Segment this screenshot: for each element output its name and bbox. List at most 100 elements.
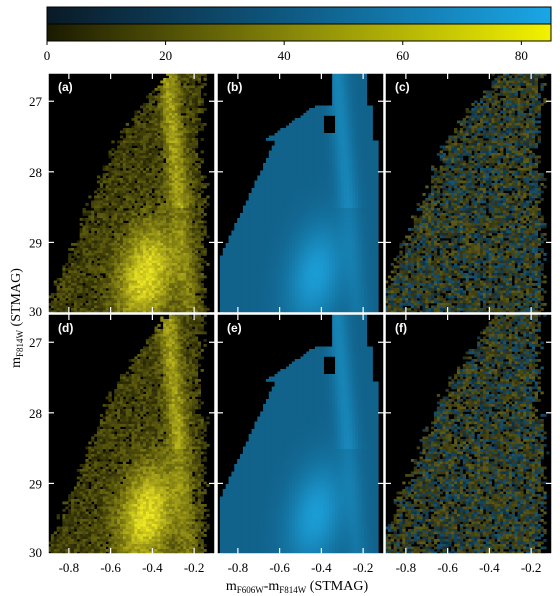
heatmap-cell — [309, 110, 313, 114]
heatmap-cell — [171, 228, 176, 231]
heatmap-cell — [160, 223, 164, 226]
heatmap-cell — [291, 190, 296, 194]
heatmap-cell — [183, 108, 187, 111]
heatmap-cell — [157, 235, 161, 239]
heatmap-cell — [177, 188, 181, 191]
heatmap-cell — [68, 260, 72, 264]
heatmap-cell — [274, 203, 278, 206]
heatmap-cell — [148, 298, 153, 301]
heatmap-cell — [191, 143, 196, 146]
heatmap-cell — [62, 310, 66, 314]
heatmap-cell — [337, 73, 342, 76]
heatmap-cell — [157, 98, 161, 101]
heatmap-cell — [263, 163, 267, 166]
heatmap-cell — [306, 160, 310, 164]
heatmap-cell — [166, 83, 170, 86]
heatmap-cell — [183, 273, 187, 276]
heatmap-cell — [306, 170, 310, 174]
heatmap-cell — [191, 125, 196, 129]
heatmap-cell — [140, 198, 144, 201]
heatmap-cell — [288, 143, 293, 146]
heatmap-cell — [151, 223, 155, 226]
heatmap-cell — [191, 300, 196, 304]
heatmap-cell — [355, 110, 359, 114]
heatmap-cell — [157, 140, 161, 144]
heatmap-cell — [85, 225, 89, 229]
heatmap-cell — [349, 135, 353, 139]
heatmap-cell — [314, 198, 319, 201]
heatmap-cell — [154, 308, 158, 311]
heatmap-cell — [183, 168, 187, 171]
heatmap-cell — [119, 288, 124, 291]
heatmap-cell — [352, 103, 356, 106]
heatmap-cell — [191, 288, 196, 291]
heatmap-cell — [140, 235, 144, 239]
heatmap-cell — [105, 280, 109, 284]
heatmap-cell — [134, 123, 138, 126]
heatmap-cell — [128, 253, 132, 256]
heatmap-cell — [154, 195, 158, 199]
heatmap-cell — [343, 173, 347, 176]
heatmap-cell — [197, 213, 201, 216]
heatmap-cell — [277, 170, 281, 174]
heatmap-cell — [191, 235, 196, 239]
heatmap-cell — [177, 308, 181, 311]
heatmap-cell — [119, 165, 124, 169]
heatmap-cell — [343, 200, 347, 204]
heatmap-cell — [122, 265, 127, 269]
heatmap-cell — [128, 158, 132, 161]
heatmap-cell — [111, 215, 115, 219]
heatmap-cell — [171, 93, 176, 96]
colorbar-ticks: 0 20 40 60 80 — [44, 41, 528, 63]
heatmap-cell — [88, 270, 92, 274]
heatmap-cell — [166, 108, 170, 111]
heatmap-cell — [140, 115, 144, 119]
heatmap-cell — [108, 283, 112, 286]
heatmap-cell — [59, 288, 63, 291]
heatmap-cell — [157, 213, 161, 216]
heatmap-cell — [329, 155, 333, 159]
heatmap-cell — [105, 300, 109, 304]
heatmap-cell — [102, 260, 106, 264]
heatmap-cell — [96, 240, 101, 244]
heatmap-cell — [183, 183, 187, 186]
heatmap-cell — [191, 155, 196, 159]
heatmap-cell — [168, 85, 173, 89]
heatmap-cell — [309, 138, 313, 141]
heatmap-cell — [349, 90, 353, 94]
heatmap-cell — [343, 80, 347, 84]
heatmap-cell — [280, 133, 284, 136]
heatmap-cell — [166, 263, 170, 266]
heatmap-cell — [96, 213, 101, 216]
heatmap-cell — [343, 140, 347, 144]
heatmap-cell — [194, 193, 199, 196]
heatmap-cell — [335, 173, 339, 176]
heatmap-cell — [137, 128, 141, 131]
heatmap-cell — [183, 310, 187, 314]
heatmap-cell — [314, 203, 319, 206]
heatmap-cell — [148, 123, 153, 126]
heatmap-cell — [99, 280, 104, 284]
heatmap-cell — [131, 168, 135, 171]
heatmap-cell — [355, 98, 359, 101]
heatmap-cell — [317, 128, 322, 131]
heatmap-cell — [134, 240, 138, 244]
heatmap-cell — [180, 220, 184, 224]
heatmap-cell — [79, 283, 83, 286]
heatmap-cell — [191, 218, 196, 221]
heatmap-cell — [171, 200, 176, 204]
heatmap-cell — [352, 80, 356, 84]
heatmap-cell — [189, 300, 193, 304]
heatmap-cell — [268, 168, 273, 171]
heatmap-cell — [85, 295, 89, 299]
heatmap-cell — [283, 138, 287, 141]
heatmap-cell — [186, 113, 190, 116]
heatmap-cell — [151, 193, 155, 196]
heatmap-cell — [177, 273, 181, 276]
heatmap-cell — [191, 285, 196, 289]
heatmap-cell — [335, 95, 339, 99]
heatmap-cell — [99, 190, 104, 194]
heatmap-cell — [372, 145, 376, 149]
heatmap-cell — [125, 260, 130, 264]
heatmap-cell — [203, 290, 207, 294]
